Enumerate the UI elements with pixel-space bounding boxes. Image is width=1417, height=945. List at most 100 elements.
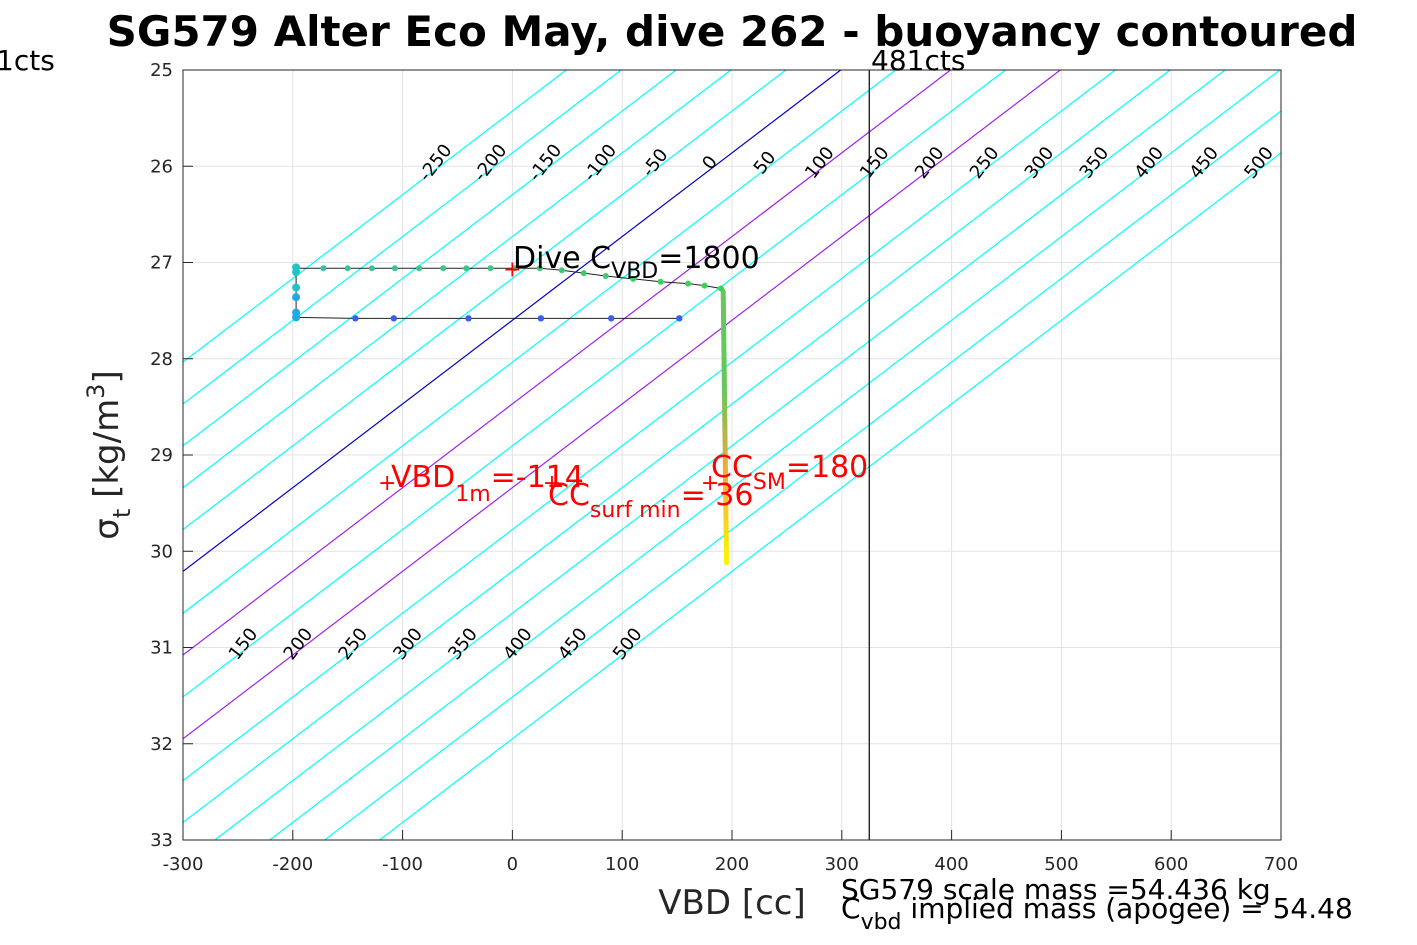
x-tick-label: 200: [715, 854, 749, 875]
descent-point: [440, 265, 447, 272]
descent-point: [487, 265, 494, 272]
contour-line: [183, 70, 677, 447]
y-axis-label: σt [kg/m3]: [82, 370, 136, 539]
contour-label: 250: [966, 143, 1004, 183]
surface-point: [292, 293, 301, 302]
ccsm-marker: +: [701, 471, 719, 496]
contour-line: [183, 70, 1006, 698]
y-tick-label: 33: [150, 830, 173, 851]
contour-line: [324, 110, 1281, 840]
vbd1m-sub: 1m: [455, 482, 490, 507]
descent-point: [701, 282, 708, 289]
surface-point: [292, 313, 301, 322]
x-tick-label: 600: [1154, 854, 1188, 875]
contour-line: [183, 70, 896, 614]
descent-point: [320, 265, 327, 272]
contour-label: -250: [415, 140, 457, 185]
contour-label: 400: [499, 624, 537, 664]
contour-label: 100: [801, 143, 839, 183]
contour-line: [183, 70, 1171, 824]
y-tick-label: 29: [150, 445, 173, 466]
ccsurf-marker: +: [543, 471, 561, 496]
descent-point: [391, 265, 398, 272]
y-axis-symbol: σ: [87, 518, 127, 540]
descent-point: [580, 270, 587, 277]
scale-mass-text: SG579 scale mass =54.436 kg: [841, 873, 1271, 906]
surface-point: [292, 283, 301, 292]
vbd1m-suffix: =-114: [491, 460, 584, 495]
ccsm-sub: SM: [753, 470, 786, 495]
chart-title: SG579 Alter Eco May, dive 262 - buoyancy…: [107, 7, 1358, 56]
contour-line: [183, 70, 951, 656]
contour-line: [183, 70, 1116, 782]
implied-mass-prefix: C: [841, 892, 861, 925]
left-cts-label: 1cts: [0, 44, 55, 77]
surface-point: [292, 268, 301, 277]
contour-line: [214, 70, 1226, 840]
x-tick-label: 700: [1264, 854, 1298, 875]
contour-line: [183, 70, 787, 531]
contour-line: [269, 70, 1281, 840]
contour-label: -50: [638, 145, 673, 181]
axis-ticks: -300 -200 -100 0 100 200 300 400 500 600 700252627…: [150, 60, 1298, 875]
y-axis-sup: 3: [82, 384, 110, 399]
x-tick-label: -200: [272, 854, 313, 875]
descent-point: [368, 265, 375, 272]
ascent-point: [352, 315, 359, 322]
ascent-point: [608, 315, 615, 322]
contour-line: [183, 70, 1061, 740]
x-axis-label: VBD [cc]: [658, 883, 806, 923]
contour-label: 300: [1021, 143, 1059, 183]
y-tick-label: 32: [150, 734, 173, 755]
implied-mass-text: Cvbd implied mass (apogee) = 54.48: [841, 892, 1353, 935]
y-tick-label: 25: [150, 60, 173, 81]
descent-point: [718, 285, 725, 292]
y-axis-close: ]: [87, 370, 127, 383]
dive-cvbd-suffix: =1800: [658, 241, 759, 276]
descent-point: [463, 265, 470, 272]
x-tick-label: 400: [934, 854, 968, 875]
contour-label: 200: [911, 143, 949, 183]
descent-point: [657, 278, 664, 285]
contour-label: 200: [279, 624, 317, 664]
descent-point: [558, 267, 565, 274]
contour-labels: -250 -200 -150 -100 -50 0 50 100 150 200 250 300 350…: [225, 140, 1278, 664]
contour-label: 250: [334, 624, 372, 664]
contour-label: 150: [856, 143, 894, 183]
vbd1m-annotation: VBD1m=-114: [391, 460, 584, 507]
ccsurf-annotation: CCsurf min= 36: [548, 478, 753, 523]
descent-point: [344, 265, 351, 272]
x-tick-label: 300: [825, 854, 859, 875]
vbd1m-marker: +: [378, 471, 396, 496]
contour-line: [183, 70, 732, 489]
ccsurf-prefix: CC: [548, 478, 590, 513]
contour-label: 50: [750, 147, 781, 178]
descent-point: [536, 265, 543, 272]
contour-line: [183, 70, 622, 405]
contour-lines: [183, 70, 1281, 840]
right-cts-label: 481cts: [871, 44, 965, 77]
contour-line: [183, 70, 567, 363]
dive-cvbd-annotation: Dive CVBD=1800: [513, 241, 760, 284]
y-axis-unit: [kg/m: [87, 399, 127, 509]
descent-point: [602, 272, 609, 279]
descent-point: [685, 280, 692, 287]
ccsurf-suffix: = 36: [681, 478, 754, 513]
descent-point: [511, 265, 518, 272]
dive-cvbd-sub: VBD: [611, 259, 658, 284]
y-tick-label: 27: [150, 253, 173, 274]
contour-label: 450: [1185, 143, 1223, 183]
ccsm-suffix: =180: [786, 450, 868, 485]
dive-cvbd-prefix: Dive C: [513, 241, 611, 276]
contour-label: 500: [609, 624, 647, 664]
ascent-point: [676, 315, 683, 322]
descent-point: [416, 265, 423, 272]
vbd1m-prefix: VBD: [391, 460, 455, 495]
x-tick-label: -300: [163, 854, 204, 875]
y-axis-sub: t: [108, 509, 136, 518]
cvbd-marker: +: [503, 257, 521, 282]
ccsm-prefix: CC: [711, 450, 753, 485]
contour-label: 400: [1130, 143, 1168, 183]
x-tick-label: 100: [605, 854, 639, 875]
